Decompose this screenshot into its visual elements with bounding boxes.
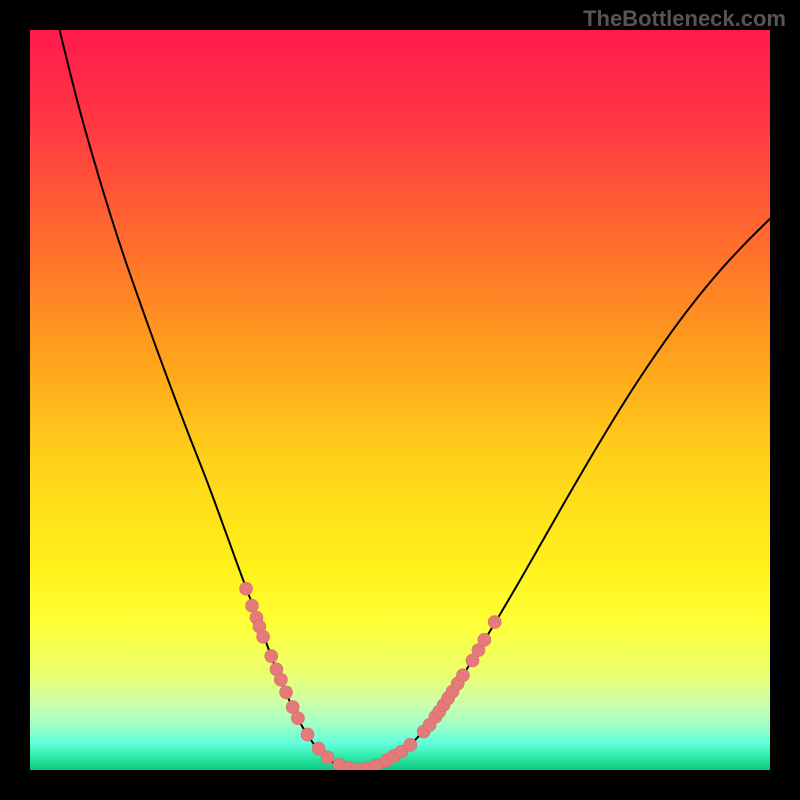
scatter-point xyxy=(301,728,314,741)
plot-area xyxy=(30,30,770,770)
watermark-text: TheBottleneck.com xyxy=(583,6,786,32)
scatter-point xyxy=(321,751,334,764)
scatter-point xyxy=(404,738,417,751)
scatter-point xyxy=(478,633,491,646)
scatter-point xyxy=(280,686,293,699)
plot-svg xyxy=(30,30,770,770)
scatter-point xyxy=(257,630,270,643)
scatter-point xyxy=(240,582,253,595)
scatter-point xyxy=(246,599,259,612)
scatter-point xyxy=(488,616,501,629)
gradient-background xyxy=(30,30,770,770)
scatter-point xyxy=(265,650,278,663)
scatter-point xyxy=(456,669,469,682)
scatter-point xyxy=(291,712,304,725)
scatter-point xyxy=(274,673,287,686)
outer-frame: TheBottleneck.com xyxy=(0,0,800,800)
